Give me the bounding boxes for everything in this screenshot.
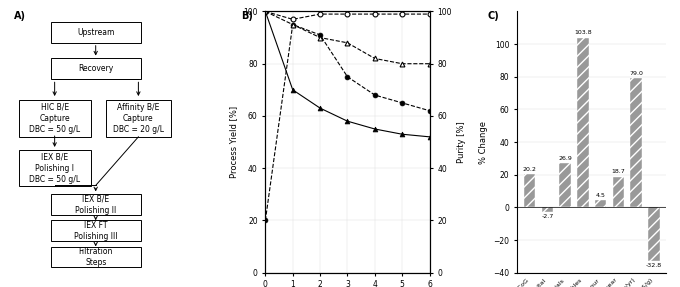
Text: 103.8: 103.8 — [574, 30, 592, 36]
Text: -32.8: -32.8 — [646, 263, 662, 268]
Text: Upstream: Upstream — [77, 28, 114, 37]
Text: C): C) — [488, 11, 499, 22]
Bar — [613, 177, 624, 207]
Bar — [560, 164, 571, 207]
Text: Filtration
Steps: Filtration Steps — [78, 247, 113, 267]
Text: IEX B/E
Polishing II: IEX B/E Polishing II — [75, 195, 116, 215]
Y-axis label: % Change: % Change — [479, 121, 488, 164]
Text: Recovery: Recovery — [78, 65, 114, 73]
Bar — [542, 207, 554, 212]
FancyBboxPatch shape — [50, 247, 141, 267]
FancyBboxPatch shape — [50, 220, 141, 241]
Text: A): A) — [14, 11, 26, 22]
Text: 20.2: 20.2 — [523, 167, 537, 172]
Text: IEX FT
Polishing III: IEX FT Polishing III — [74, 221, 118, 241]
FancyBboxPatch shape — [18, 100, 90, 137]
Y-axis label: Process Yield [%]: Process Yield [%] — [228, 106, 238, 178]
FancyBboxPatch shape — [18, 150, 90, 187]
Text: HIC B/E
Capture
DBC = 50 g/L: HIC B/E Capture DBC = 50 g/L — [29, 103, 80, 134]
Text: B): B) — [241, 11, 252, 22]
FancyBboxPatch shape — [50, 22, 141, 43]
Bar — [524, 174, 535, 207]
Bar — [648, 207, 660, 261]
Text: 26.9: 26.9 — [558, 156, 572, 161]
Y-axis label: Purity [%]: Purity [%] — [457, 121, 466, 163]
Text: 79.0: 79.0 — [629, 71, 643, 76]
Text: 18.7: 18.7 — [611, 169, 625, 174]
Bar — [595, 200, 607, 207]
Bar — [577, 38, 589, 207]
Text: -2.7: -2.7 — [541, 214, 554, 219]
FancyBboxPatch shape — [50, 194, 141, 215]
Text: IEX B/E
Polishing I
DBC = 50 g/L: IEX B/E Polishing I DBC = 50 g/L — [29, 153, 80, 184]
Bar — [630, 78, 642, 207]
FancyBboxPatch shape — [50, 59, 141, 79]
FancyBboxPatch shape — [105, 100, 171, 137]
Text: 4.5: 4.5 — [596, 193, 606, 197]
Text: Affinity B/E
Capture
DBC = 20 g/L: Affinity B/E Capture DBC = 20 g/L — [113, 103, 164, 134]
